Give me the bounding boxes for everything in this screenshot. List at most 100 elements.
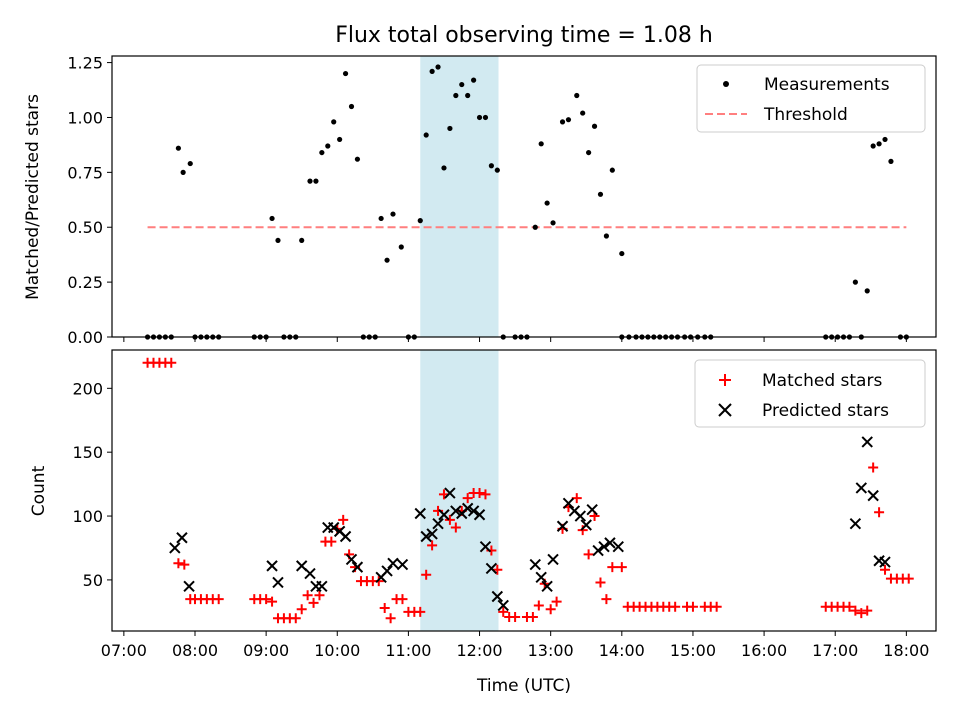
top-axes-frame (111, 55, 937, 338)
predicted-star-marker (345, 553, 358, 566)
bottom-legend: Matched stars Predicted stars (694, 359, 926, 428)
measurement-point (180, 169, 186, 175)
predicted-star-marker (304, 567, 316, 580)
matched-star-marker (880, 564, 891, 575)
measurement-point (459, 81, 465, 88)
predicted-star-marker (272, 576, 284, 589)
matched-star-marker (711, 601, 722, 612)
y-tick-label: 150 (72, 443, 103, 462)
matched-star-marker (670, 601, 681, 612)
measurement-point (453, 92, 459, 99)
matched-star-marker (862, 605, 873, 616)
y-tick-label: 1.25 (67, 54, 103, 73)
x-tick-label: 15:00 (670, 641, 716, 660)
matched-star-marker (338, 514, 349, 525)
measurement-point (876, 141, 882, 147)
predicted-star-marker (414, 507, 426, 520)
matched-star-marker (290, 613, 301, 624)
measurement-point (888, 158, 894, 164)
matched-star-marker (379, 603, 390, 614)
predicted-star-marker (529, 558, 541, 571)
matched-legend-label: Matched stars (762, 371, 882, 391)
bottom-y-axis-label: Count (29, 465, 49, 516)
predicted-star-marker (556, 520, 569, 532)
matched-star-marker (527, 611, 538, 622)
y-tick-label: 0.50 (67, 218, 103, 237)
predicted-star-marker (849, 518, 862, 530)
measurement-point (532, 224, 538, 230)
measurement-point (417, 218, 423, 224)
predicted-star-marker (861, 436, 873, 448)
y-tick-label: 0.25 (67, 273, 103, 292)
matched-star-marker (510, 611, 521, 622)
predicted-star-marker (176, 532, 188, 544)
matched-star-marker (385, 613, 396, 624)
matched-star-marker (616, 562, 627, 573)
matched-star-marker (903, 573, 914, 584)
x-tick-label: 13:00 (528, 641, 574, 660)
predicted-star-marker (444, 487, 456, 499)
measurement-point (597, 191, 604, 197)
y-tick-label: 200 (72, 379, 103, 398)
bottom-y-ticks: 50 100 150 200 (72, 379, 112, 590)
matched-star-marker (213, 594, 224, 605)
measurement-point (488, 163, 494, 169)
x-tick-label: 12:00 (456, 641, 502, 660)
predicted-star-marker (473, 509, 486, 521)
matched-star-marker (874, 507, 885, 518)
measurement-point (384, 257, 390, 263)
measurement-point (269, 215, 275, 222)
predicted-star-marker (467, 505, 480, 517)
measurement-point (852, 279, 858, 285)
measurement-point (476, 114, 483, 121)
matched-star-marker (267, 596, 278, 607)
predicted-star-marker (612, 540, 624, 553)
highlight-span (420, 56, 499, 337)
matched-star-marker (397, 594, 408, 605)
matched-star-marker (179, 559, 190, 570)
matched-legend-marker (719, 374, 731, 386)
matched-star-marker (577, 525, 588, 536)
threshold-legend-label: Threshold (763, 105, 848, 125)
matched-star-marker (595, 577, 606, 588)
measurement-point (574, 92, 580, 99)
matched-star-marker (326, 536, 337, 547)
predicted-star-marker (867, 489, 879, 502)
measurement-point (175, 145, 181, 151)
x-tick-label: 11:00 (385, 641, 431, 660)
measurement-point (882, 136, 888, 143)
measurement-point (603, 233, 610, 239)
predicted-star-marker (479, 540, 492, 553)
measurement-point (609, 167, 615, 173)
x-tick-label: 08:00 (172, 641, 218, 660)
predicted-star-marker (266, 560, 278, 572)
matched-star-marker (480, 489, 491, 500)
predicted-star-marker (183, 580, 195, 593)
matched-star-marker (571, 493, 582, 504)
matched-star-marker (427, 540, 438, 551)
matched-star-marker (302, 590, 313, 601)
measurement-point (447, 125, 453, 132)
top-legend: Measurements Threshold (696, 64, 926, 133)
predicted-star-marker (432, 518, 444, 530)
measurement-point (313, 178, 319, 184)
bottom-x-ticks: 07:00 08:00 09:00 10:00 11:00 12:00 13:00 14:00… (101, 631, 929, 660)
predicted-star-marker (562, 497, 575, 509)
matched-star-marker (462, 493, 473, 504)
measurement-point (187, 160, 193, 167)
matched-star-marker (551, 596, 562, 607)
matched-star-marker (607, 562, 618, 573)
predicted-star-marker (855, 482, 868, 494)
matched-star-marker (474, 488, 485, 499)
predicted-star-marker (351, 561, 364, 573)
top-y-axis-label: Matched/Predicted stars (23, 94, 43, 300)
y-tick-label: 0.75 (67, 163, 103, 182)
x-tick-label: 16:00 (741, 641, 787, 660)
measurement-point (398, 244, 404, 250)
predicted-star-marker (604, 537, 616, 549)
predicted-star-marker (592, 544, 604, 557)
predicted-star-marker (485, 562, 498, 575)
predicted-star-marker (598, 540, 610, 553)
matched-star-marker (444, 514, 455, 525)
measurement-point (465, 92, 471, 99)
